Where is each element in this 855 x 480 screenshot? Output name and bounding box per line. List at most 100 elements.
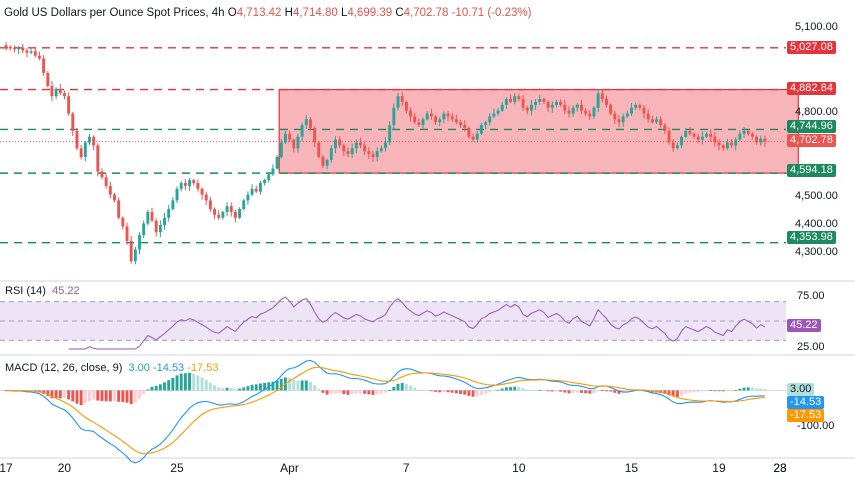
candle-body	[21, 47, 25, 51]
candle-body	[479, 125, 483, 134]
macd-histogram-bar	[171, 377, 175, 391]
macd-histogram-bar	[521, 388, 525, 391]
macd-histogram-bar	[221, 387, 225, 391]
macd-histogram-bar	[204, 379, 208, 391]
macd-histogram-bar	[554, 390, 558, 392]
candle-body	[454, 119, 458, 123]
macd-line-value: -14.53	[152, 362, 185, 374]
macd-histogram-bar	[563, 390, 567, 393]
macd-histogram-bar	[200, 377, 204, 391]
macd-histogram-bar	[484, 390, 488, 394]
macd-histogram-bar	[175, 375, 179, 391]
candle-body	[546, 101, 550, 108]
candle-body	[559, 101, 563, 105]
macd-histogram-bar	[138, 390, 141, 399]
macd-histogram-bar	[550, 390, 554, 392]
macd-histogram-bar	[417, 389, 421, 391]
macd-histogram-bar	[225, 387, 229, 391]
macd-histogram-bar	[509, 387, 513, 391]
macd-histogram-bar	[709, 390, 713, 391]
macd-histogram-bar	[434, 390, 437, 392]
candle-body	[575, 104, 579, 108]
candle-body	[221, 211, 225, 218]
macd-histogram-bar	[717, 390, 721, 392]
candle-body	[117, 200, 121, 218]
candle-body	[283, 133, 287, 143]
candle-body	[146, 211, 150, 224]
macd-histogram-bar	[133, 390, 137, 403]
macd-histogram-bar	[605, 390, 608, 392]
macd-histogram-bar	[37, 390, 41, 393]
candle-body	[217, 214, 221, 218]
candle-body	[233, 211, 237, 218]
macd-histogram-bar	[700, 390, 704, 392]
macd-histogram-bar	[680, 390, 683, 396]
macd-histogram-bar	[375, 390, 379, 395]
macd-title: MACD (12, 26, close, 9)	[5, 362, 123, 374]
macd-histogram-bar	[213, 385, 217, 391]
macd-histogram-bar	[421, 390, 425, 392]
macd-histogram-bar	[263, 382, 267, 391]
candle-body	[46, 73, 50, 87]
level-badge-4744: 4,744.96	[787, 120, 836, 133]
candle-body	[630, 107, 633, 114]
candle-body	[142, 223, 146, 236]
candle-body	[50, 86, 54, 97]
macd-histogram-bar	[525, 389, 529, 391]
candle-body	[300, 125, 304, 137]
candle-body	[504, 99, 508, 105]
macd-histogram-bar	[342, 390, 346, 395]
candle-body	[675, 145, 679, 149]
candle-body	[350, 148, 354, 155]
macd-histogram-bar	[296, 380, 300, 391]
macd-histogram-bar	[113, 390, 116, 402]
macd-histogram-bar	[121, 390, 125, 403]
rsi-tick-75: 75.00	[797, 290, 825, 302]
candle-body	[429, 113, 433, 117]
candle-body	[229, 206, 233, 212]
candle-body	[692, 133, 696, 137]
macd-histogram-bar	[734, 389, 738, 391]
candle-body	[609, 104, 613, 114]
candle-body	[755, 136, 759, 143]
grid	[0, 280, 855, 459]
macd-histogram-bar	[538, 389, 542, 391]
candle-body	[196, 183, 200, 189]
macd-histogram-bar	[58, 390, 62, 399]
candle-body	[580, 104, 583, 111]
candle-body	[671, 142, 675, 149]
candle-body	[154, 220, 158, 233]
macd-histogram-bar	[129, 390, 133, 405]
low-value: 4,699.39	[347, 7, 393, 19]
candle-body	[367, 151, 371, 155]
candle-body	[421, 119, 425, 126]
candle-body	[513, 96, 517, 102]
candle-body	[371, 154, 375, 157]
macd-histogram-bar	[705, 390, 709, 392]
candle-body	[688, 130, 692, 134]
macd-histogram-bar	[529, 389, 533, 391]
macd-histogram-bar	[279, 378, 283, 391]
macd-histogram-bar	[429, 390, 433, 392]
macd-histogram-bar	[238, 388, 242, 391]
candle-body	[713, 136, 717, 143]
macd-histogram-bar	[388, 390, 392, 391]
macd-histogram-bar	[104, 390, 108, 402]
macd-histogram-bar	[684, 390, 688, 394]
candle-body	[258, 183, 262, 192]
macd-histogram-bar	[600, 390, 604, 392]
macd-histogram-bar	[300, 380, 304, 391]
x-tick-label: 10	[512, 461, 526, 475]
candle-body	[338, 139, 342, 146]
macd-histogram-bar	[609, 390, 613, 392]
candle-body	[4, 45, 8, 47]
macd-histogram-bar	[450, 390, 454, 393]
candle-body	[150, 211, 154, 221]
macd-histogram-bar	[534, 390, 538, 391]
candle-body	[550, 104, 554, 108]
macd-histogram-bar	[208, 382, 212, 391]
candle-body	[271, 168, 275, 175]
macd-histogram-bar	[454, 390, 458, 394]
candle-body	[571, 107, 575, 114]
